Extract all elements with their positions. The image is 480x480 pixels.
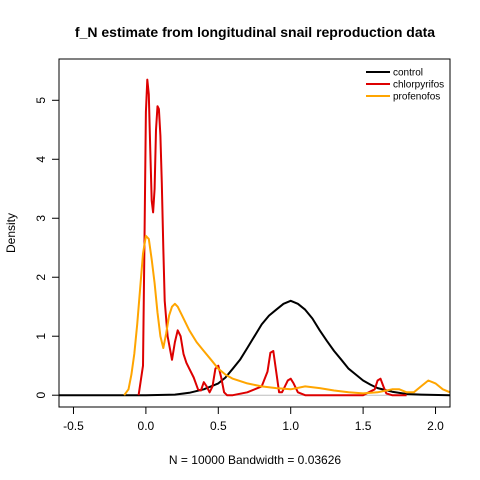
series-line-chlorpyrifos (137, 78, 407, 397)
y-axis-label: Density (4, 213, 18, 253)
y-tick-label: 5 (34, 97, 48, 104)
y-tick-label: 0 (34, 392, 48, 399)
y-tick-label: 2 (34, 274, 48, 281)
y-tick-label: 1 (34, 333, 48, 340)
series-line-control (59, 299, 451, 397)
series-line-profenofos (123, 234, 451, 396)
plot-frame (58, 58, 451, 408)
y-axis: 0 1 2 3 4 5 (34, 97, 60, 399)
x-axis: -0.5 0.0 0.5 1.0 1.5 2.0 (63, 406, 444, 433)
y-tick-label: 4 (34, 156, 48, 163)
x-tick-label: -0.5 (63, 419, 84, 433)
x-tick-label: 1.0 (282, 419, 299, 433)
x-tick-label: 0.0 (138, 419, 155, 433)
x-tick-label: 1.5 (355, 419, 372, 433)
x-tick-label: 0.5 (210, 419, 227, 433)
legend-label-chlorpyrifos: chlorpyrifos (393, 80, 444, 91)
legend-label-profenofos: profenofos (393, 92, 440, 103)
series-curves (59, 78, 451, 397)
chart-title: f_N estimate from longitudinal snail rep… (75, 24, 435, 40)
x-axis-label: N = 10000 Bandwidth = 0.03626 (169, 453, 341, 467)
x-tick-label: 2.0 (427, 419, 444, 433)
legend-label-control: control (393, 68, 423, 79)
y-tick-label: 3 (34, 215, 48, 222)
